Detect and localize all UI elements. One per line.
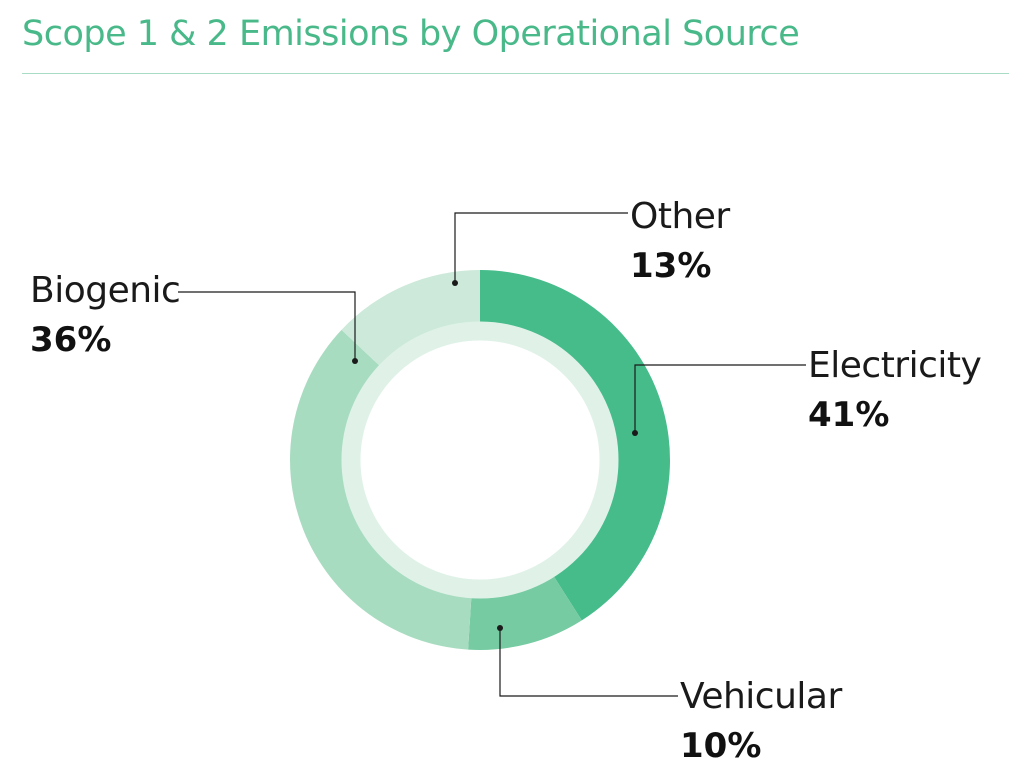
leader-line-vehicular [499,628,678,697]
title-divider [22,73,1009,74]
slice-other [341,270,480,378]
label-name-vehicular: Vehicular [680,676,842,717]
label-percent-vehicular: 10% [680,726,761,766]
label-name-biogenic: Biogenic [30,270,180,311]
slice-electricity [480,270,670,621]
leader-dot-biogenic [352,358,358,364]
leader-line-biogenic [178,291,356,361]
inner-ring [341,321,619,599]
label-percent-electricity: 41% [808,395,889,435]
leader-dot-other [452,280,458,286]
label-name-electricity: Electricity [808,345,982,386]
leader-dot-electricity [632,430,638,436]
leader-line-electricity [634,364,806,433]
label-percent-biogenic: 36% [30,320,111,360]
leader-line-other [454,212,628,283]
label-name-other: Other [630,196,730,237]
label-percent-other: 13% [630,246,711,286]
leader-lines [178,212,806,697]
chart-title: Scope 1 & 2 Emissions by Operational Sou… [22,14,800,54]
leader-dot-vehicular [497,625,503,631]
slice-labels: Electricity 41% Vehicular 10% Biogenic 36% Oth… [30,196,982,766]
